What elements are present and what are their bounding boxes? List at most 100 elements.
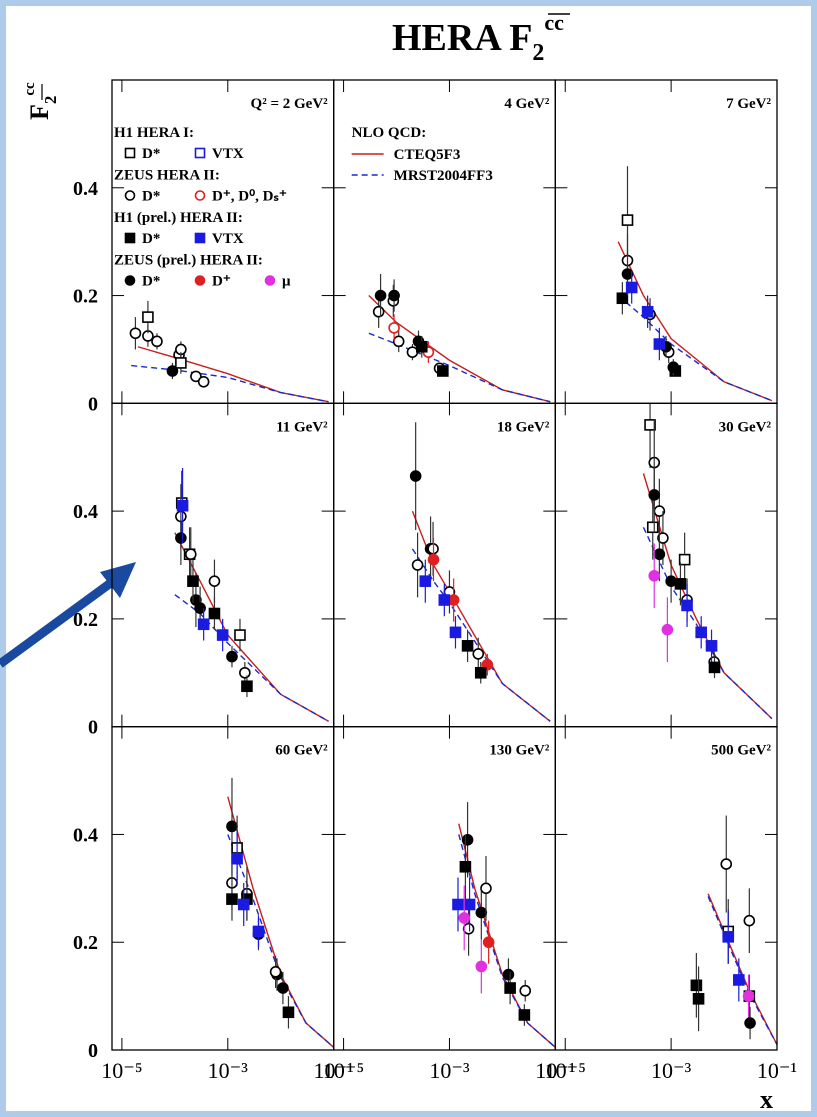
marker	[681, 599, 693, 612]
x-tick-label: 10⁻⁵	[101, 1058, 142, 1083]
legend-title: H1 HERA I:	[114, 125, 194, 141]
legend-title: ZEUS (prel.) HERA II:	[114, 253, 263, 269]
marker	[226, 820, 238, 833]
legend-swatch	[124, 190, 136, 201]
y-tick-label: 0.4	[73, 824, 98, 846]
marker	[648, 489, 661, 501]
panel-label: 4 GeV²	[504, 96, 549, 112]
panel-data	[690, 815, 777, 1045]
x-tick-label: 10⁻¹	[757, 1058, 797, 1083]
marker	[269, 966, 282, 978]
marker	[374, 289, 387, 302]
marker	[392, 335, 405, 348]
legend-swatch	[194, 147, 206, 159]
y-tick-label: 0.2	[73, 932, 98, 954]
legend-label: MRST2004FF3	[394, 168, 493, 184]
marker	[419, 575, 432, 587]
marker	[226, 893, 238, 905]
marker	[690, 979, 703, 992]
panel-data	[368, 274, 551, 403]
marker	[142, 311, 154, 323]
marker	[452, 898, 464, 911]
marker	[197, 375, 210, 388]
panel-label: 7 GeV²	[726, 96, 771, 112]
y-tick-label: 0.2	[73, 609, 98, 631]
x-tick-label: 10⁻³	[208, 1058, 249, 1083]
panel-data	[174, 468, 329, 722]
marker	[722, 931, 735, 943]
legend-label: μ	[282, 274, 291, 290]
legend-label: D⁺	[212, 274, 231, 290]
title-subscript: 2	[532, 40, 544, 66]
marker	[151, 335, 163, 348]
panel-label: 30 GeV²	[719, 419, 772, 435]
title-superscript: cc	[544, 10, 564, 35]
marker	[458, 912, 471, 924]
canvas	[6, 6, 811, 1111]
marker	[475, 906, 488, 919]
panel-label: 60 GeV²	[275, 743, 328, 759]
marker	[667, 361, 680, 374]
curve	[137, 346, 329, 403]
panel-data	[409, 422, 551, 722]
marker	[184, 548, 197, 561]
marker	[447, 594, 460, 606]
marker	[463, 898, 476, 911]
legend-swatch	[194, 190, 206, 201]
marker	[437, 365, 449, 377]
panel-label: 500 GeV²	[711, 743, 771, 759]
panel-data	[616, 166, 773, 402]
marker	[461, 640, 474, 652]
legend-title: ZEUS HERA II:	[114, 168, 220, 184]
panel-label: 11 GeV²	[276, 419, 328, 435]
curve	[707, 896, 777, 1045]
ylabel-subscript: 2	[41, 96, 60, 105]
marker	[692, 993, 705, 1005]
marker	[743, 914, 756, 927]
panel-data	[129, 300, 329, 403]
marker	[427, 553, 440, 566]
legend-label: D*	[142, 146, 160, 162]
curve	[642, 526, 773, 720]
panel: 0 0.2 0.4 Q² = 2 GeV²	[73, 79, 335, 415]
marker	[653, 548, 666, 561]
marker	[742, 990, 755, 1002]
panel: 18 GeV²	[333, 402, 556, 728]
curve	[174, 594, 329, 722]
panel: 30 GeV²	[554, 402, 778, 728]
marker	[657, 532, 669, 544]
legend-swatch	[124, 232, 136, 244]
legend-title: H1 (prel.) HERA II:	[114, 210, 243, 226]
x-tick-label: 10⁻⁵	[545, 1058, 586, 1083]
marker	[388, 289, 400, 302]
marker	[482, 936, 495, 949]
marker	[472, 648, 485, 660]
y-tick-label: 0.4	[73, 178, 98, 200]
y-tick-label: 0	[88, 717, 98, 739]
marker	[129, 327, 142, 340]
y-axis-label: F2cc	[22, 82, 60, 120]
marker	[388, 322, 400, 334]
legend-swatch	[194, 232, 206, 244]
marker	[744, 1017, 756, 1029]
marker	[616, 292, 629, 305]
ylabel-superscript: cc	[22, 82, 38, 96]
marker	[678, 553, 691, 566]
x-tick-label: 10⁻³	[429, 1058, 470, 1083]
curve	[368, 332, 551, 403]
arrow-head	[100, 562, 136, 598]
marker	[226, 650, 238, 663]
marker	[705, 640, 718, 652]
y-tick-label: 0	[88, 393, 98, 415]
marker	[720, 858, 733, 870]
marker	[518, 1009, 531, 1021]
marker	[409, 470, 422, 482]
plots: 0 0.2 0.4 Q² = 2 GeV² 4 GeV² 7 GeV² 0 0.2 0.4 11 …	[73, 79, 797, 1083]
marker	[644, 419, 656, 431]
marker	[502, 968, 515, 981]
legend-label: VTX	[212, 146, 244, 162]
legend-label: CTEQ5F3	[394, 147, 461, 163]
panel-data	[642, 403, 773, 720]
marker	[415, 340, 428, 353]
